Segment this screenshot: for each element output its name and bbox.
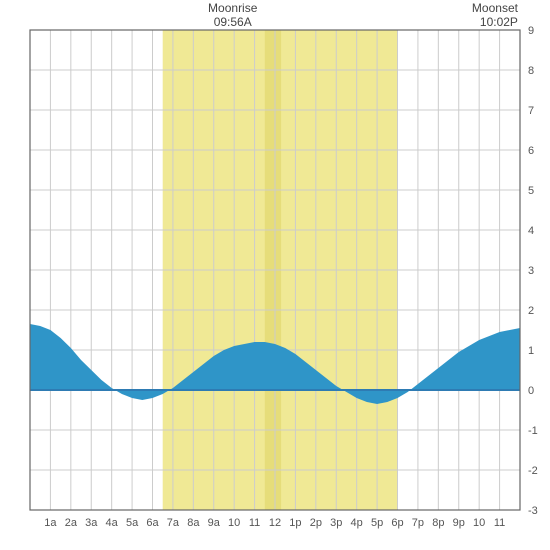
y-tick-label: 5: [528, 185, 534, 197]
x-tick-label: 10: [228, 517, 240, 529]
moonrise-title: Moonrise: [208, 1, 258, 15]
y-tick-label: -3: [528, 505, 538, 517]
x-tick-label: 2a: [65, 517, 78, 529]
y-tick-label: -2: [528, 465, 538, 477]
x-tick-label: 8p: [432, 517, 444, 529]
x-tick-label: 6a: [146, 517, 159, 529]
x-tick-label: 1a: [44, 517, 57, 529]
x-tick-label: 9a: [208, 517, 221, 529]
x-tick-label: 8a: [187, 517, 200, 529]
y-tick-label: 3: [528, 265, 534, 277]
x-tick-label: 5p: [371, 517, 383, 529]
y-tick-label: 1: [528, 345, 534, 357]
y-tick-label: 6: [528, 145, 534, 157]
x-tick-label: 10: [473, 517, 485, 529]
y-tick-label: 8: [528, 65, 534, 77]
y-tick-label: 0: [528, 385, 534, 397]
x-tick-label: 5a: [126, 517, 139, 529]
tide-chart: { "chart": { "type": "area", "width": 55…: [0, 0, 550, 550]
x-tick-label: 9p: [453, 517, 465, 529]
x-tick-label: 6p: [391, 517, 403, 529]
chart-svg: 1a2a3a4a5a6a7a8a9a1011121p2p3p4p5p6p7p8p…: [0, 0, 550, 550]
y-tick-label: 9: [528, 25, 534, 37]
y-tick-label: 4: [528, 225, 534, 237]
y-tick-label: -1: [528, 425, 538, 437]
x-tick-label: 1p: [289, 517, 301, 529]
y-tick-label: 7: [528, 105, 534, 117]
y-tick-label: 2: [528, 305, 534, 317]
moonrise-time: 09:56A: [214, 15, 252, 29]
x-tick-label: 11: [494, 517, 505, 529]
x-tick-label: 4a: [106, 517, 119, 529]
x-tick-label: 7p: [412, 517, 424, 529]
x-tick-label: 4p: [351, 517, 363, 529]
x-tick-label: 2p: [310, 517, 322, 529]
x-tick-label: 7a: [167, 517, 180, 529]
x-tick-label: 3a: [85, 517, 98, 529]
x-tick-label: 12: [269, 517, 281, 529]
moonset-title: Moonset: [472, 1, 519, 15]
x-tick-label: 3p: [330, 517, 342, 529]
x-tick-label: 11: [249, 517, 260, 529]
moonset-time: 10:02P: [480, 15, 518, 29]
